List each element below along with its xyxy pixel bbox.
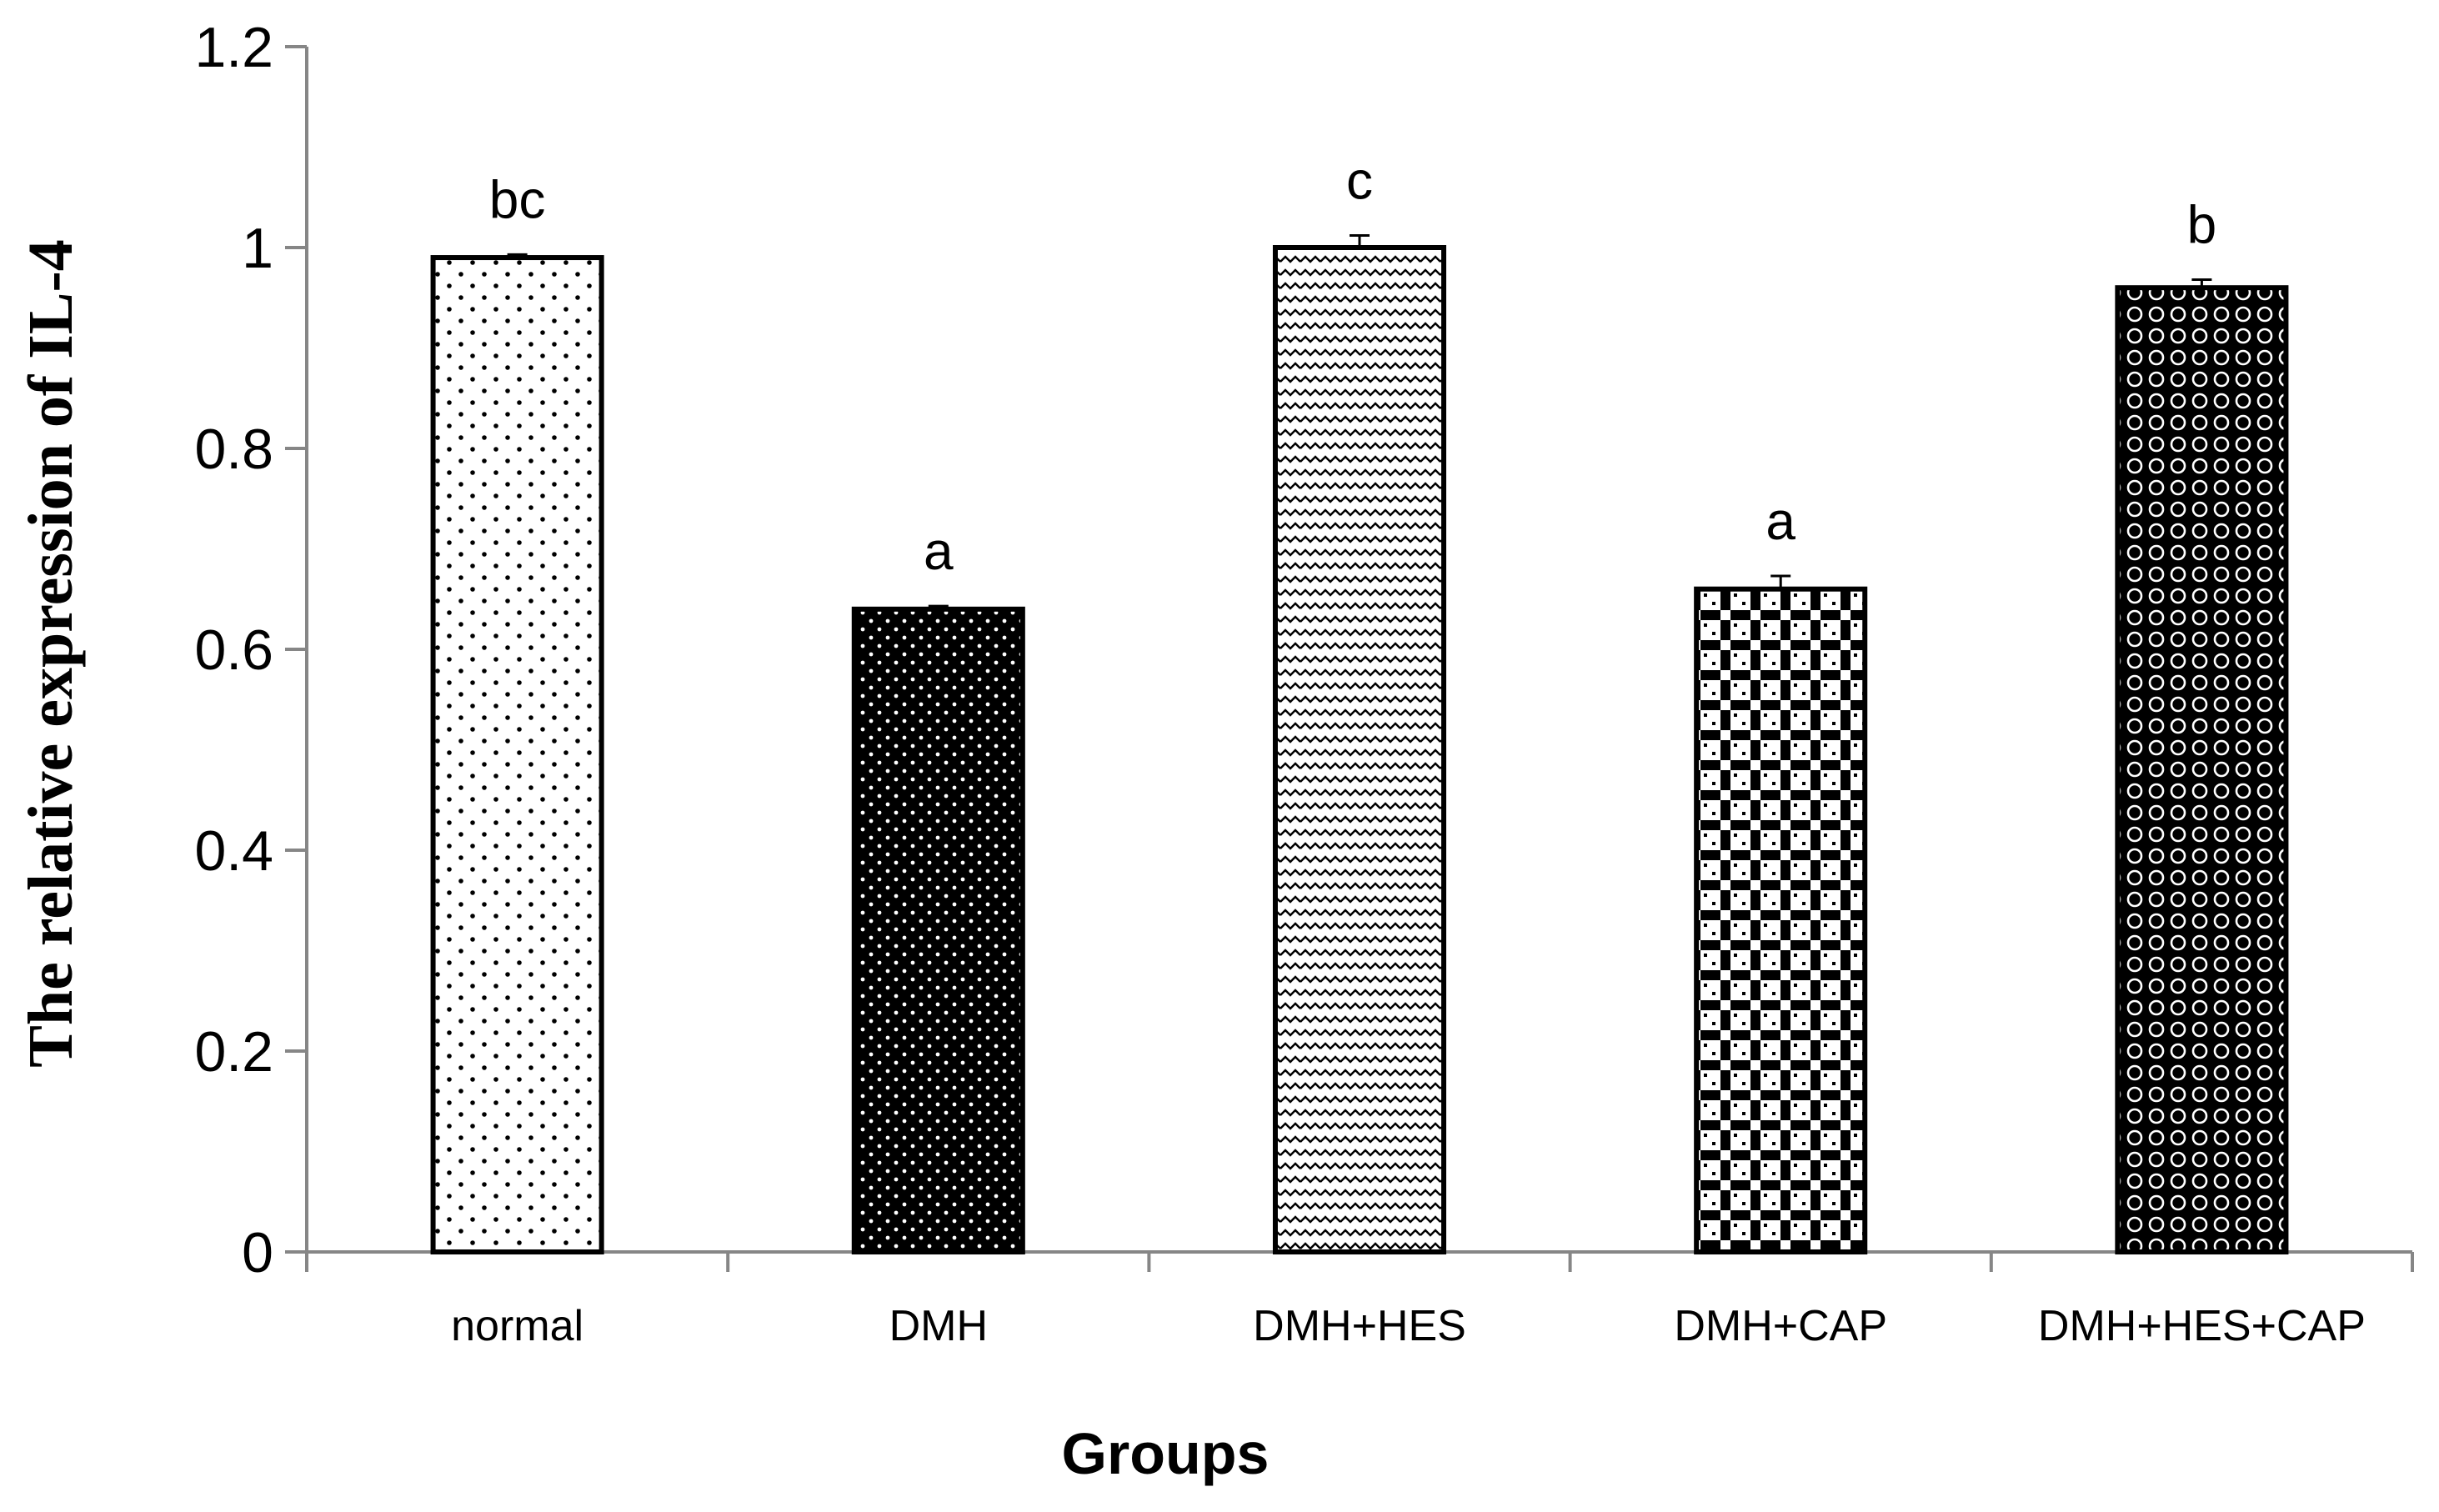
y-tick-label: 0.6 xyxy=(194,618,273,682)
x-axis-ticks xyxy=(305,1252,2414,1272)
y-tick-label: 1 xyxy=(242,217,273,280)
y-tick-label: 0.8 xyxy=(194,418,273,481)
category-label-dmh-cap: DMH+CAP xyxy=(1674,1302,1887,1350)
x-axis-title: Groups xyxy=(1062,1421,1270,1486)
bar-dmh-hes-cap xyxy=(2115,285,2289,1255)
bar-dmh-hes xyxy=(1272,245,1447,1254)
bar-normal xyxy=(430,255,604,1254)
error-bar-dmh-cap xyxy=(1770,574,1791,589)
significance-letter-dmh-cap: a xyxy=(1765,491,1795,551)
x-axis-category-labels: normal DMH DMH+HES DMH+CAP DMH+HES+CAP xyxy=(451,1302,2366,1350)
y-tick-label: 1.2 xyxy=(194,16,273,79)
error-bar-dmh-hes-cap xyxy=(2191,278,2212,288)
category-label-dmh-hes-cap: DMH+HES+CAP xyxy=(2038,1302,2366,1350)
category-label-dmh-hes: DMH+HES xyxy=(1253,1302,1466,1350)
significance-letter-dmh-hes: c xyxy=(1346,151,1373,211)
y-tick-label: 0.2 xyxy=(194,1020,273,1084)
y-axis-title: The relative expression of IL-4 xyxy=(16,239,86,1068)
bar-dmh-cap xyxy=(1694,586,1868,1254)
error-bar-dmh-hes xyxy=(1350,234,1370,248)
significance-letters: bc a c a b xyxy=(489,151,2216,582)
y-tick-label: 0 xyxy=(242,1221,273,1284)
bar-dmh xyxy=(851,606,1025,1254)
significance-letter-normal: bc xyxy=(489,169,546,229)
error-bars-group xyxy=(507,234,2212,609)
y-axis-ticks: 0 0.2 0.4 0.6 0.8 1 1.2 xyxy=(194,16,307,1284)
significance-letter-dmh: a xyxy=(924,521,954,581)
error-bar-normal xyxy=(507,253,528,258)
category-label-dmh: DMH xyxy=(889,1302,988,1350)
bars-group xyxy=(430,245,2289,1255)
category-label-normal: normal xyxy=(451,1302,583,1350)
y-tick-label: 0.4 xyxy=(194,819,273,883)
significance-letter-dmh-hes-cap: b xyxy=(2187,195,2217,255)
error-bar-dmh xyxy=(928,604,949,609)
